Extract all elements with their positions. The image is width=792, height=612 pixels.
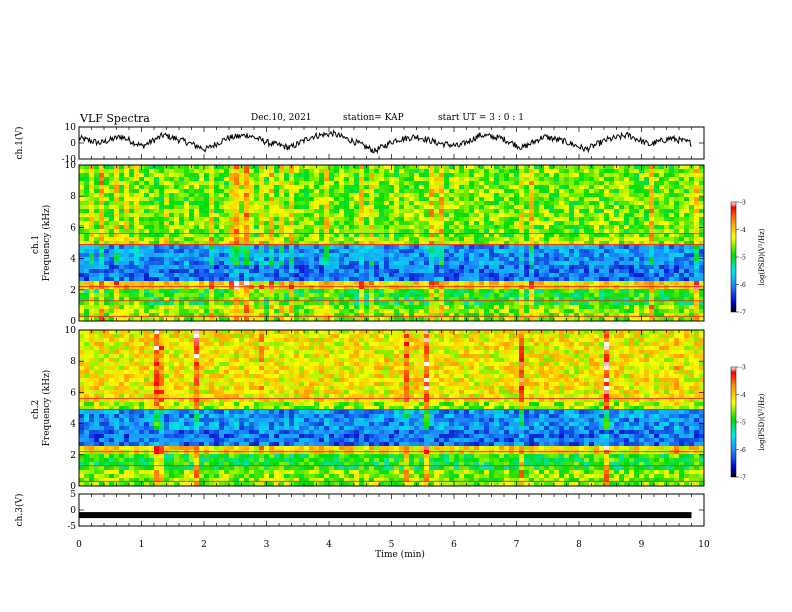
ch2-colorbar-label: log(PSD)(V²/Hz) xyxy=(758,393,766,450)
time-xtick-label: 2 xyxy=(201,540,207,550)
date-label: Dec.10, 2021 xyxy=(251,113,312,123)
ch2-freq-ytick-label: 8 xyxy=(70,357,76,367)
ch2-colorbar-tick: -7 xyxy=(740,475,746,482)
time-xtick-label: 10 xyxy=(698,540,710,550)
time-xtick-label: 1 xyxy=(139,540,145,550)
ch2-freq-ytick-label: 2 xyxy=(70,451,76,461)
ch1-ytick-label: -10 xyxy=(62,155,77,165)
ch1-colorbar xyxy=(730,201,737,313)
ch2-colorbar xyxy=(730,366,737,478)
time-xtick-label: 9 xyxy=(639,540,645,550)
time-xtick-label: 4 xyxy=(326,540,332,550)
ch1-ytick-label: 0 xyxy=(70,139,76,149)
ch1-colorbar-tick: -4 xyxy=(740,227,746,234)
ch1-ytick-label: 10 xyxy=(65,123,77,133)
ch1-freq-ytick-label: 4 xyxy=(70,255,76,265)
ch3-ylabel: ch.3(V) xyxy=(14,494,25,527)
ch1-freq-ytick-label: 10 xyxy=(65,161,77,171)
ch1-colorbar-tick: -6 xyxy=(740,282,746,289)
ch2-colorbar-tick: -3 xyxy=(740,365,746,372)
ch1-ylabel-line2: Frequency (kHz) xyxy=(41,205,52,282)
time-xlabel: Time (min) xyxy=(375,549,425,560)
ch2-ylabel-line1: ch.2 xyxy=(31,400,41,419)
time-xtick-label: 8 xyxy=(576,540,582,550)
ch1-colorbar-tick: -5 xyxy=(740,255,746,262)
ch3-waveform-band xyxy=(79,512,692,519)
time-xtick-label: 7 xyxy=(514,540,520,550)
ch1-colorbar-label: log(PSD)(V²/Hz) xyxy=(758,228,766,285)
time-xtick-label: 5 xyxy=(389,540,395,550)
ch3-ytick-label: -5 xyxy=(67,522,76,532)
ch1-freq-ytick-label: 6 xyxy=(70,223,76,233)
ch2-colorbar-tick: -4 xyxy=(740,392,746,399)
ch3-ytick-label: 0 xyxy=(70,506,76,516)
ch1-ylabel: ch.1(V) xyxy=(14,127,25,160)
ch1-waveform-line xyxy=(78,129,692,155)
station-label: station= KAP xyxy=(343,113,404,123)
ch1-colorbar-tick: -7 xyxy=(740,310,746,317)
time-xtick-label: 6 xyxy=(451,540,457,550)
ch3-waveform-panel: 50-5 ch.3(V) 0 1 2 3 4 5 6 7 8 9 10 Time (min) xyxy=(14,490,710,560)
ch1-freq-ytick-label: 0 xyxy=(70,317,76,327)
ch2-freq-ytick-label: 6 xyxy=(70,388,76,398)
time-xtick-label: 0 xyxy=(76,540,82,550)
ch3-ytick-label: 5 xyxy=(70,490,76,500)
ch2-freq-ytick-label: 0 xyxy=(70,482,76,492)
ch2-freq-ytick-label: 10 xyxy=(65,326,77,336)
ch2-colorbar-tick: -5 xyxy=(740,420,746,427)
ch2-ylabel-line2: Frequency (kHz) xyxy=(41,370,52,447)
ch1-waveform-panel: 10 0 -10 ch.1(V) xyxy=(14,123,705,165)
start-time-label: start UT = 3 : 0 : 1 xyxy=(438,113,524,123)
figure-title: VLF Spectra xyxy=(80,112,150,125)
ch2-colorbar-tick: -6 xyxy=(740,447,746,454)
ch1-freq-ylabel: ch.1 Frequency (kHz) xyxy=(31,205,52,282)
ch1-freq-ytick-label: 2 xyxy=(70,286,76,296)
ch1-colorbar-tick: -3 xyxy=(740,200,746,207)
ch2-freq-ylabel: ch.2 Frequency (kHz) xyxy=(31,370,52,447)
ch2-freq-ytick-label: 4 xyxy=(70,420,76,430)
ch1-ylabel-line1: ch.1 xyxy=(31,235,41,254)
time-xtick-label: 3 xyxy=(264,540,270,550)
ch1-freq-ytick-label: 8 xyxy=(70,192,76,202)
